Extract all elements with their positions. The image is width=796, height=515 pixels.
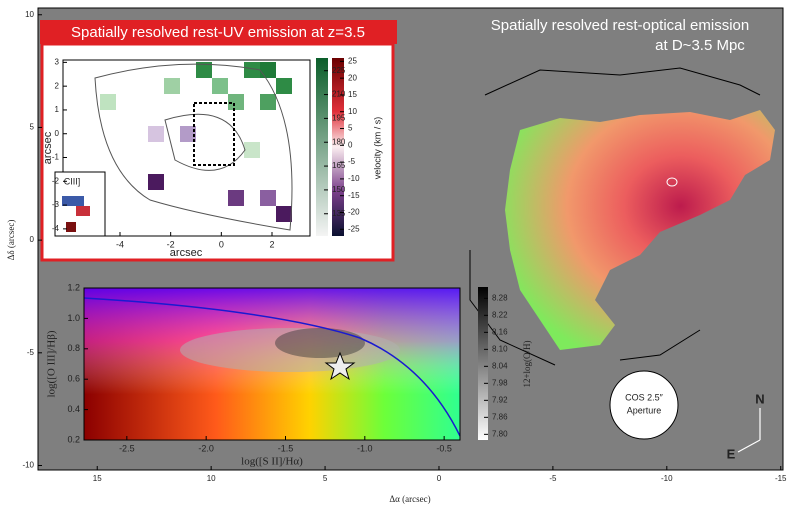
x-tick-label: -4 [116, 239, 124, 249]
x-tick-label: 15 [93, 474, 102, 483]
y-tick-label: 8.22 [492, 310, 508, 319]
y-tick-label: 3 [55, 57, 60, 66]
y-tick-label: 10 [25, 10, 34, 19]
y-tick-label: 0.8 [67, 343, 80, 353]
y-tick-label: 0.4 [67, 404, 80, 414]
ciii-pixel [62, 196, 84, 206]
x-tick-label: -0.5 [436, 443, 452, 453]
compass-e: E [727, 446, 736, 461]
y-tick-label: 195 [332, 114, 346, 123]
aperture-label: COS 2.5″ [625, 392, 664, 402]
y-tick-label: 25 [348, 56, 357, 65]
y-tick-label: 210 [332, 90, 346, 99]
y-tick-label: 7.92 [492, 395, 508, 404]
aperture-label: Aperture [627, 405, 662, 415]
y-tick-label: 1.0 [67, 313, 80, 323]
y-tick-label: 0.2 [67, 434, 80, 444]
y-tick-label: 150 [332, 185, 346, 194]
ciii-pixel [66, 222, 76, 232]
figure: COS 2.5″ Aperture N E Spatially resolved… [0, 0, 796, 510]
y-tick-label: -10 [22, 461, 34, 470]
y-tick-label: 8.10 [492, 344, 508, 353]
y-tick-label: -20 [348, 208, 360, 217]
y-tick-label: 0 [55, 129, 60, 138]
y-tick-label: 8.28 [492, 293, 508, 302]
y-tick-label: 8.04 [492, 361, 508, 370]
points-cloud [275, 328, 365, 358]
y-tick-label: 225 [332, 66, 346, 75]
x-tick-label: 0 [437, 474, 442, 483]
y-tick-label: -5 [348, 157, 356, 166]
ciii-pixel [76, 206, 90, 216]
y-tick-label: -15 [348, 191, 360, 200]
y-tick-label: -25 [348, 224, 360, 233]
y-tick-label: 10 [348, 107, 357, 116]
y-tick-label: 8.16 [492, 327, 508, 336]
compass-n: N [755, 391, 764, 406]
y-axis-label: Δδ (arcsec) [6, 220, 16, 261]
y-tick-label: -2 [52, 176, 60, 185]
colorbar [316, 58, 328, 236]
x-tick-label: -1.5 [278, 443, 294, 453]
x-tick-label: -1.0 [357, 443, 373, 453]
x-axis-label: arcsec [170, 247, 203, 259]
y-tick-label: 7.98 [492, 378, 508, 387]
y-tick-label: 15 [348, 90, 357, 99]
y-tick-label: -1 [52, 153, 60, 162]
y-tick-label: 7.86 [492, 412, 508, 421]
x-tick-label: -5 [549, 474, 557, 483]
panel-title: Spatially resolved rest-optical emission [491, 17, 749, 34]
colorbar-label: velocity (km / s) [372, 117, 382, 180]
x-tick-label: -10 [661, 474, 673, 483]
x-axis-label: log([S II]/Hα) [241, 456, 303, 468]
y-axis-label: log([O III]/Hβ) [46, 330, 58, 397]
x-tick-label: 5 [323, 474, 328, 483]
y-tick-label: -10 [348, 174, 360, 183]
inset-title: Spatially resolved rest-UV emission at z… [71, 24, 365, 41]
y-tick-label: 5 [348, 124, 353, 133]
y-tick-label: 1 [55, 105, 60, 114]
colorbar-label: 12+log(O/H) [522, 340, 532, 387]
x-tick-label: -2 [167, 239, 175, 249]
y-tick-label: -3 [52, 200, 60, 209]
y-tick-label: 2 [55, 81, 60, 90]
x-tick-label: -2.5 [119, 443, 135, 453]
y-tick-label: 0.6 [67, 374, 80, 384]
x-axis-label: Δα (arcsec) [389, 494, 430, 504]
y-tick-label: 20 [348, 73, 357, 82]
y-tick-label: 7.80 [492, 429, 508, 438]
y-tick-label: 0 [30, 235, 35, 244]
panel-subtitle: at D~3.5 Mpc [655, 37, 745, 54]
y-tick-label: 0 [348, 140, 353, 149]
x-tick-label: -2.0 [198, 443, 214, 453]
y-tick-label: -4 [52, 224, 60, 233]
x-tick-label: 0 [219, 239, 224, 249]
y-tick-label: 5 [30, 123, 35, 132]
x-tick-label: 10 [207, 474, 216, 483]
x-tick-label: 2 [269, 239, 274, 249]
y-tick-label: 135 [332, 209, 346, 218]
x-tick-label: -15 [775, 474, 787, 483]
y-tick-label: -5 [27, 348, 35, 357]
y-tick-label: 1.2 [67, 282, 80, 292]
